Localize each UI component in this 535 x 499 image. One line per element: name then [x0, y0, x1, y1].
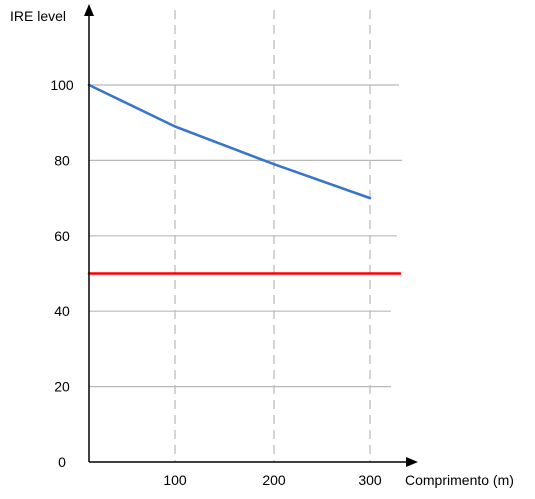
x-tick-label-300: 300 [358, 472, 382, 488]
y-axis-label: IRE level [10, 8, 66, 24]
y-axis-arrow [84, 4, 94, 16]
y-tick-label-60: 60 [54, 228, 70, 244]
y-tick-label-40: 40 [54, 303, 70, 319]
series-line-1 [87, 83, 372, 200]
axes [84, 4, 418, 467]
y-tick-label-80: 80 [54, 152, 70, 168]
tick-labels: 0 20 40 60 80 100 100 200 300 [50, 77, 382, 488]
x-axis-arrow [406, 457, 418, 467]
y-tick-label-0: 0 [58, 454, 66, 470]
vertical-gridlines [174, 10, 371, 462]
y-tick-label-100: 100 [50, 77, 74, 93]
y-tick-label-20: 20 [54, 379, 70, 395]
x-axis-label: Comprimento (m) [405, 472, 514, 488]
x-tick-label-200: 200 [262, 472, 286, 488]
series-layer [87, 83, 402, 275]
horizontal-gridlines [89, 84, 402, 388]
x-tick-label-100: 100 [163, 472, 187, 488]
